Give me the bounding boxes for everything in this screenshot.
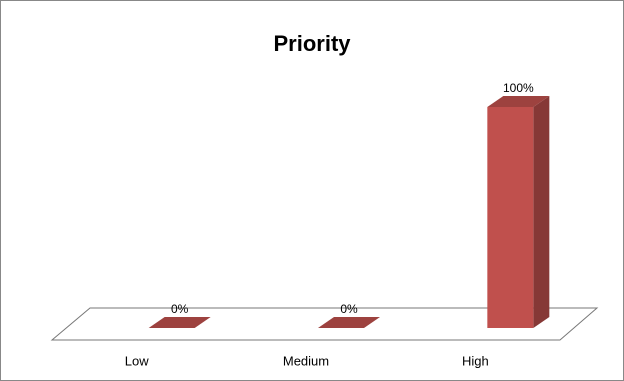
value-label: 100% (503, 81, 534, 95)
bar-front (487, 107, 534, 328)
bar (148, 317, 211, 328)
bar-top (487, 96, 550, 107)
bar (318, 317, 380, 328)
bar-side (533, 96, 550, 328)
bar (487, 96, 550, 328)
x-tick-label: High (462, 353, 489, 368)
bar-top (318, 317, 380, 328)
x-tick-label: Low (125, 353, 149, 368)
chart-title: Priority (273, 31, 351, 56)
value-label: 0% (340, 302, 358, 316)
value-label: 0% (171, 302, 189, 316)
bar-top (148, 317, 211, 328)
x-tick-label: Medium (283, 353, 329, 368)
